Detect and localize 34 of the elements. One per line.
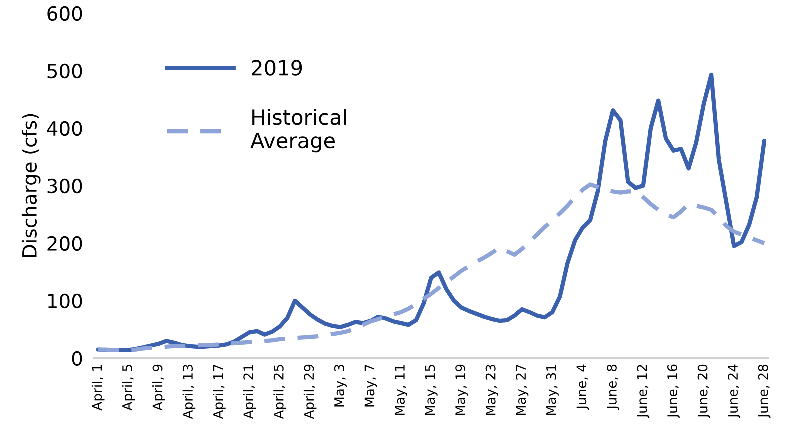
x-tick-label: May, 31: [546, 365, 559, 416]
x-tick-label: April, 13: [182, 365, 196, 420]
x-tick-label: May, 15: [425, 365, 438, 416]
x-tick-label: April, 5: [122, 365, 136, 411]
line-series: [96, 182, 767, 352]
x-tick-label: April, 25: [274, 365, 286, 420]
y-tick-label: 400: [47, 121, 82, 136]
y-tick-label: 200: [48, 236, 82, 252]
x-tick-label: April, 29: [304, 364, 317, 420]
x-tick-label: May, 23: [486, 365, 498, 416]
x-tick-label: June, 20: [698, 364, 710, 419]
x-tick-label: June, 16: [668, 364, 680, 419]
y-tick-label: 100: [48, 294, 82, 309]
y-tick-label: 300: [48, 178, 82, 194]
x-tick-label: June, 8: [606, 364, 620, 410]
x-tick-label: April, 17: [213, 365, 226, 420]
x-tick-label: May, 7: [364, 365, 378, 407]
y-tick-label: 0: [72, 351, 82, 366]
x-tick-label: May, 19: [456, 364, 468, 416]
legend-label: Historical Average: [250, 109, 346, 153]
x-tick-label: June, 24: [728, 364, 741, 419]
legend-label: 2019: [252, 60, 302, 76]
x-tick-label: April, 21: [243, 365, 256, 420]
x-tick-label: April, 1: [92, 365, 105, 411]
x-tick-label: May, 3: [334, 365, 347, 407]
y-tick-label: 600: [48, 6, 82, 22]
x-tick-label: June, 12: [637, 365, 650, 419]
x-tick-label: June, 28: [758, 364, 771, 419]
y-axis-title: Discharge (cfs): [22, 114, 41, 258]
x-tick-label: June, 4: [576, 364, 590, 410]
x-tick-label: May, 27: [516, 365, 529, 416]
y-tick-label: 500: [48, 64, 82, 79]
x-tick-label: April, 9: [152, 364, 166, 411]
x-tick-label: May, 11: [395, 365, 408, 416]
